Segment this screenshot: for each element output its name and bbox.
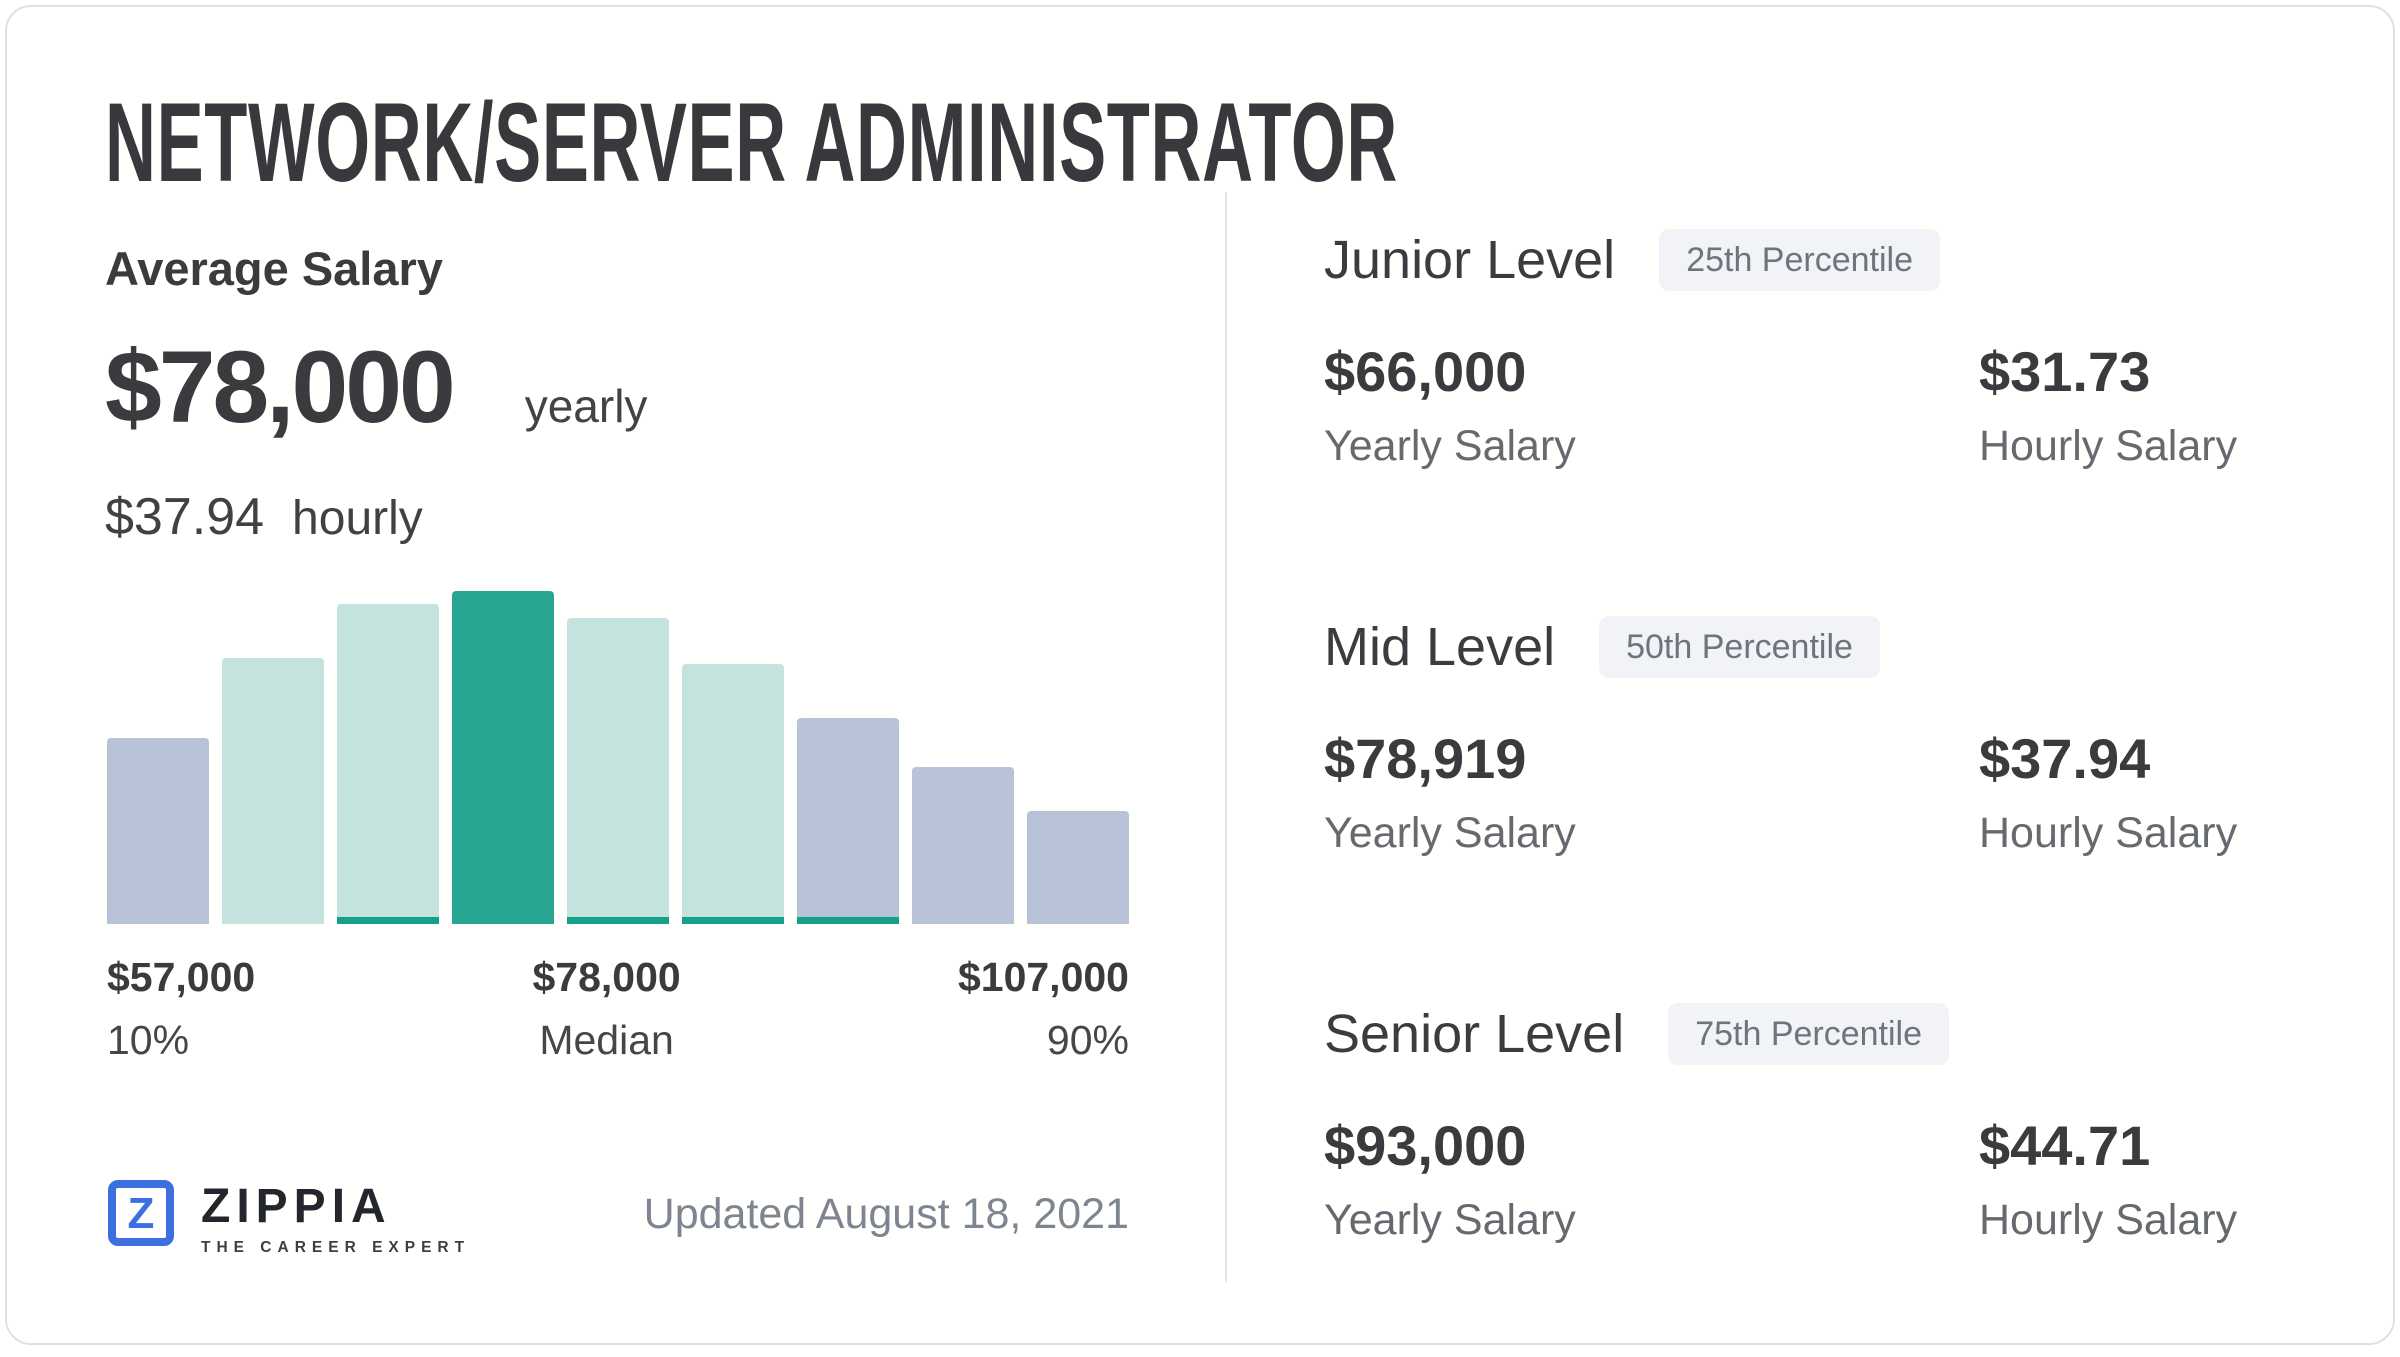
yearly-salary-value: $93,000 (1324, 1114, 1527, 1177)
level-values: $78,919 $37.94 Yearly Salary Hourly Sala… (1324, 728, 2340, 857)
vertical-divider (1225, 192, 1227, 1282)
level-values: $66,000 $31.73 Yearly Salary Hourly Sala… (1324, 341, 2340, 470)
average-hourly-unit: hourly (292, 492, 423, 545)
histogram-bar (1027, 811, 1129, 924)
histogram-bar-accent-strip (337, 917, 439, 924)
zippia-z-icon: Z (108, 1180, 174, 1246)
histogram-bar-accent-strip (567, 917, 669, 924)
marker-amount: $57,000 (107, 954, 256, 1000)
marker-90th-percentile: $107,000 90% (958, 957, 1129, 1061)
updated-date: Updated August 18, 2021 (643, 1190, 1129, 1238)
marker-sublabel: Median (539, 1017, 674, 1063)
level-header: Junior Level 25th Percentile (1324, 227, 2340, 293)
level-section-junior: Junior Level 25th Percentile $66,000 $31… (1324, 227, 2340, 470)
level-name: Senior Level (1324, 1004, 1625, 1064)
percentile-panel: Junior Level 25th Percentile $66,000 $31… (1324, 7, 2340, 1357)
yearly-salary-value: $78,919 (1324, 727, 1527, 790)
level-section-senior: Senior Level 75th Percentile $93,000 $44… (1324, 1001, 2340, 1244)
level-name: Mid Level (1324, 617, 1556, 677)
level-header: Senior Level 75th Percentile (1324, 1001, 2340, 1067)
level-header: Mid Level 50th Percentile (1324, 614, 2340, 680)
percentile-badge: 75th Percentile (1668, 1003, 1950, 1065)
yearly-salary-label: Yearly Salary (1324, 1195, 1576, 1244)
marker-10th-percentile: $57,000 10% (107, 957, 255, 1061)
histogram-bar (797, 718, 899, 924)
hourly-salary-label: Hourly Salary (1979, 1195, 2238, 1244)
histogram-bar (222, 658, 324, 924)
salary-infographic-card: NETWORK/SERVER ADMINISTRATOR Average Sal… (5, 5, 2395, 1345)
svg-text:Z: Z (128, 1189, 155, 1238)
marker-sublabel: 10% (107, 1017, 190, 1063)
hourly-salary-value: $37.94 (1979, 727, 2151, 790)
histogram-bar (912, 767, 1014, 924)
histogram-markers: $57,000 10% $78,000 Median $107,000 90% (107, 957, 1129, 1061)
percentile-badge: 50th Percentile (1599, 616, 1880, 678)
histogram-bar (107, 738, 209, 924)
histogram-bar (337, 604, 439, 924)
histogram-bar-accent-strip (797, 917, 899, 924)
histogram-bar-accent-strip (682, 917, 784, 924)
average-salary-label: Average Salary (105, 242, 443, 295)
salary-histogram (107, 591, 1129, 924)
yearly-salary-value: $66,000 (1324, 340, 1527, 403)
marker-median: $78,000 Median (532, 957, 680, 1061)
hourly-salary-value: $44.71 (1979, 1114, 2151, 1177)
yearly-salary-label: Yearly Salary (1324, 808, 1576, 857)
hourly-salary-value: $31.73 (1979, 340, 2151, 403)
yearly-salary-label: Yearly Salary (1324, 421, 1576, 470)
marker-amount: $78,000 (532, 954, 681, 1000)
level-section-mid: Mid Level 50th Percentile $78,919 $37.94… (1324, 614, 2340, 857)
average-yearly-row: $78,000 yearly (105, 336, 647, 438)
zippia-wordmark: ZIPPIA THE CAREER EXPERT (201, 1183, 470, 1256)
marker-amount: $107,000 (957, 954, 1129, 1000)
zippia-brand-text: ZIPPIA (201, 1180, 392, 1233)
percentile-badge: 25th Percentile (1659, 229, 1940, 291)
level-values: $93,000 $44.71 Yearly Salary Hourly Sala… (1324, 1115, 2340, 1244)
histogram-bar (682, 664, 784, 924)
marker-sublabel: 90% (1046, 1017, 1129, 1063)
average-hourly-row: $37.94 hourly (105, 491, 423, 543)
level-name: Junior Level (1324, 230, 1616, 290)
histogram-bar (452, 591, 554, 924)
zippia-tagline: THE CAREER EXPERT (201, 1239, 471, 1256)
hourly-salary-label: Hourly Salary (1979, 421, 2238, 470)
zippia-logo: Z ZIPPIA THE CAREER EXPERT (107, 1179, 470, 1256)
page-title: NETWORK/SERVER ADMINISTRATOR (105, 80, 1398, 205)
hourly-salary-label: Hourly Salary (1979, 808, 2238, 857)
average-yearly-unit: yearly (524, 380, 648, 432)
average-hourly-value: $37.94 (105, 488, 265, 546)
histogram-bar (567, 618, 669, 924)
average-yearly-value: $78,000 (105, 330, 456, 444)
